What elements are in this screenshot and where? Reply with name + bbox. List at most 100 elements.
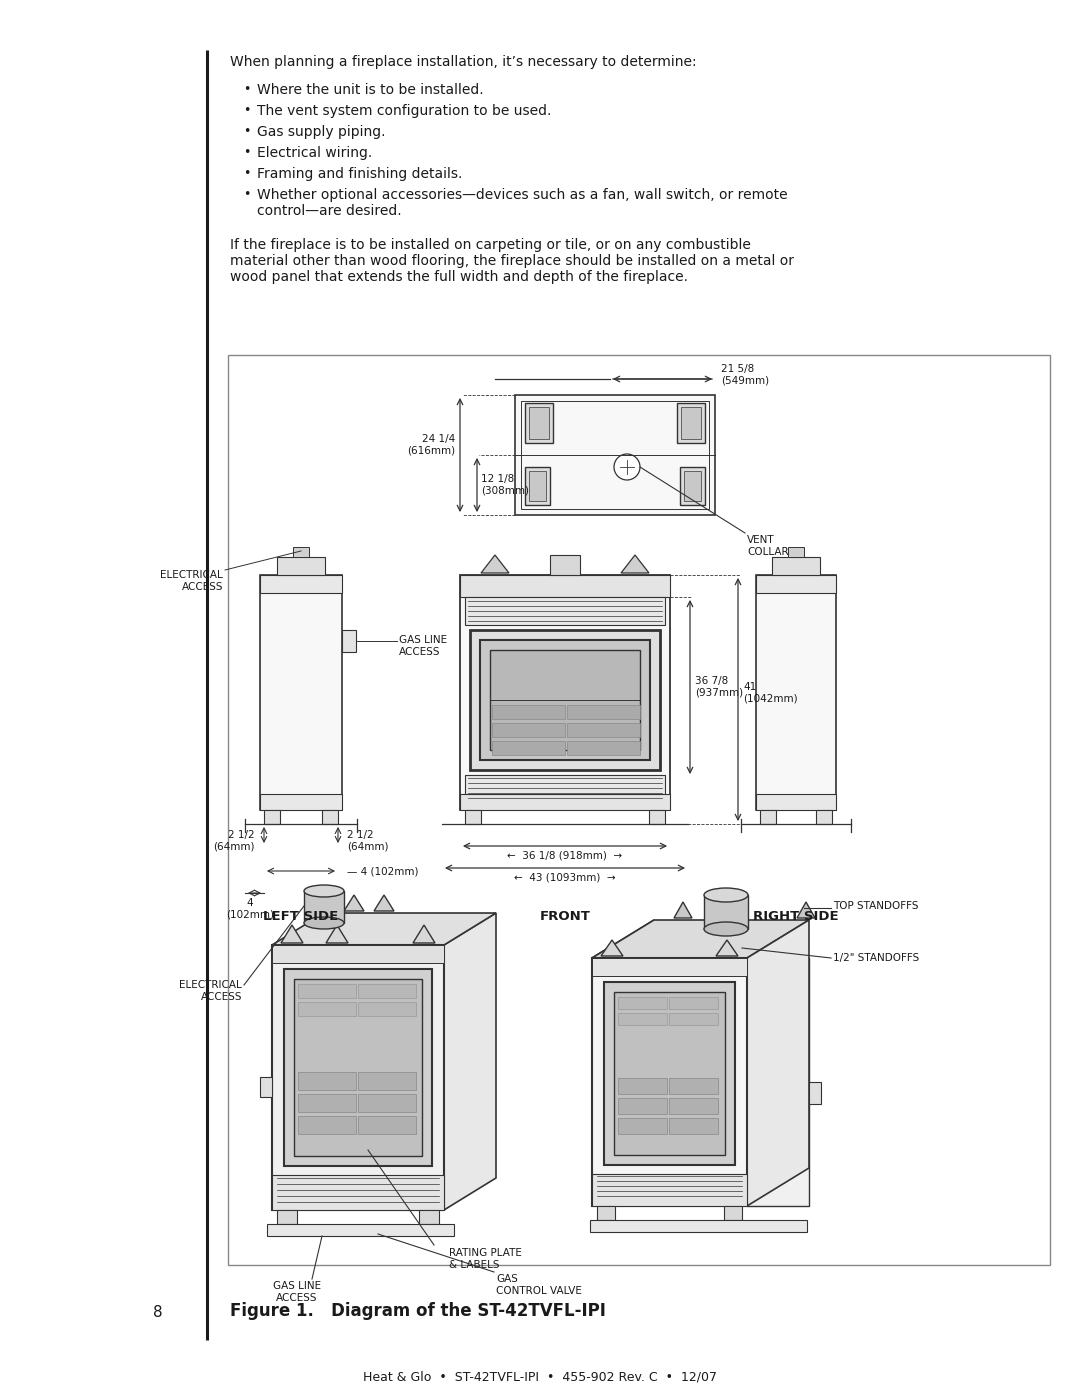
Bar [272, 1175, 444, 1210]
Polygon shape [272, 914, 496, 944]
Bar [618, 1118, 667, 1134]
Text: Gas supply piping.: Gas supply piping. [257, 124, 386, 138]
Bar [470, 630, 660, 770]
Bar [276, 1210, 297, 1224]
Bar [267, 1224, 454, 1236]
Bar [260, 576, 342, 592]
Text: •: • [243, 189, 251, 201]
Bar [590, 1220, 807, 1232]
Bar [592, 958, 747, 977]
Bar [724, 1206, 742, 1220]
Bar [550, 555, 580, 576]
Bar [618, 1078, 667, 1094]
Bar [490, 650, 640, 750]
Bar [465, 810, 481, 824]
Bar [465, 597, 665, 624]
Bar [680, 467, 705, 504]
Polygon shape [326, 925, 348, 943]
Bar [684, 471, 701, 502]
Polygon shape [716, 940, 738, 956]
Polygon shape [592, 921, 654, 1206]
Bar [465, 775, 665, 803]
Bar [604, 982, 735, 1165]
Bar [592, 958, 747, 1206]
Text: Whether optional accessories—devices such as a fan, wall switch, or remote
contr: Whether optional accessories—devices suc… [257, 189, 787, 218]
Bar [515, 395, 715, 515]
Bar [618, 1098, 667, 1113]
Bar [298, 1094, 356, 1112]
Bar [228, 355, 1050, 1266]
Bar [492, 740, 565, 754]
Bar [272, 944, 444, 963]
Text: — 4 (102mm): — 4 (102mm) [347, 866, 419, 876]
Text: 8: 8 [153, 1305, 163, 1320]
Bar [669, 1078, 718, 1094]
Text: •: • [243, 147, 251, 159]
Polygon shape [444, 914, 496, 1210]
Polygon shape [621, 555, 649, 573]
Bar [704, 895, 748, 929]
Bar [460, 576, 670, 597]
Text: The vent system configuration to be used.: The vent system configuration to be used… [257, 103, 552, 117]
Text: GAS LINE
ACCESS: GAS LINE ACCESS [273, 1281, 321, 1302]
Bar [357, 1002, 416, 1016]
Text: •: • [243, 103, 251, 117]
Bar [669, 1098, 718, 1113]
Bar [677, 402, 705, 443]
Bar [260, 576, 342, 810]
Text: Where the unit is to be installed.: Where the unit is to be installed. [257, 82, 484, 96]
Bar [264, 810, 280, 824]
Bar [460, 793, 670, 810]
Bar [816, 810, 832, 824]
Bar [567, 740, 640, 754]
Bar [260, 793, 342, 810]
Text: GAS
CONTROL VALVE: GAS CONTROL VALVE [496, 1274, 582, 1295]
Bar [669, 1013, 718, 1025]
Text: LEFT SIDE: LEFT SIDE [264, 909, 339, 923]
Polygon shape [481, 555, 509, 573]
Polygon shape [345, 895, 364, 911]
Text: 21 5/8
(549mm): 21 5/8 (549mm) [721, 365, 769, 386]
Bar [480, 640, 650, 760]
Text: GAS LINE
ACCESS: GAS LINE ACCESS [399, 636, 447, 657]
Ellipse shape [303, 886, 345, 897]
Text: Electrical wiring.: Electrical wiring. [257, 147, 373, 161]
Text: 24 1/4
(616mm): 24 1/4 (616mm) [407, 434, 455, 455]
Text: ELECTRICAL
ACCESS: ELECTRICAL ACCESS [160, 570, 222, 591]
Bar [294, 979, 422, 1155]
Text: RIGHT SIDE: RIGHT SIDE [753, 909, 839, 923]
Bar [521, 401, 708, 509]
Bar [756, 576, 836, 592]
Bar [303, 891, 345, 923]
Polygon shape [674, 902, 692, 918]
Bar [460, 576, 670, 810]
Bar [525, 467, 550, 504]
Text: ELECTRICAL
ACCESS: ELECTRICAL ACCESS [179, 981, 242, 1002]
Text: TOP STANDOFFS: TOP STANDOFFS [833, 901, 918, 911]
Bar [298, 1002, 356, 1016]
Polygon shape [600, 940, 623, 956]
Bar [567, 705, 640, 719]
Text: 2 1/2
(64mm): 2 1/2 (64mm) [347, 830, 389, 852]
Bar [592, 1173, 747, 1206]
Bar [293, 548, 309, 557]
Bar [529, 407, 549, 439]
Text: 41
(1042mm): 41 (1042mm) [743, 682, 798, 703]
Bar [298, 1071, 356, 1090]
Text: ←  43 (1093mm)  →: ← 43 (1093mm) → [514, 872, 616, 882]
Text: •: • [243, 168, 251, 180]
Bar [260, 1077, 272, 1097]
Bar [276, 557, 325, 576]
Text: 1/2" STANDOFFS: 1/2" STANDOFFS [833, 953, 919, 963]
Text: If the fireplace is to be installed on carpeting or tile, or on any combustible
: If the fireplace is to be installed on c… [230, 237, 794, 285]
Bar [756, 793, 836, 810]
Text: 12 1/8
(308mm): 12 1/8 (308mm) [481, 474, 529, 496]
Text: When planning a fireplace installation, it’s necessary to determine:: When planning a fireplace installation, … [230, 54, 697, 68]
Ellipse shape [303, 916, 345, 929]
Bar [357, 983, 416, 997]
Ellipse shape [704, 922, 748, 936]
Polygon shape [281, 925, 303, 943]
Text: •: • [243, 82, 251, 96]
Bar [298, 1116, 356, 1134]
Text: 2 1/2
(64mm): 2 1/2 (64mm) [214, 830, 255, 852]
